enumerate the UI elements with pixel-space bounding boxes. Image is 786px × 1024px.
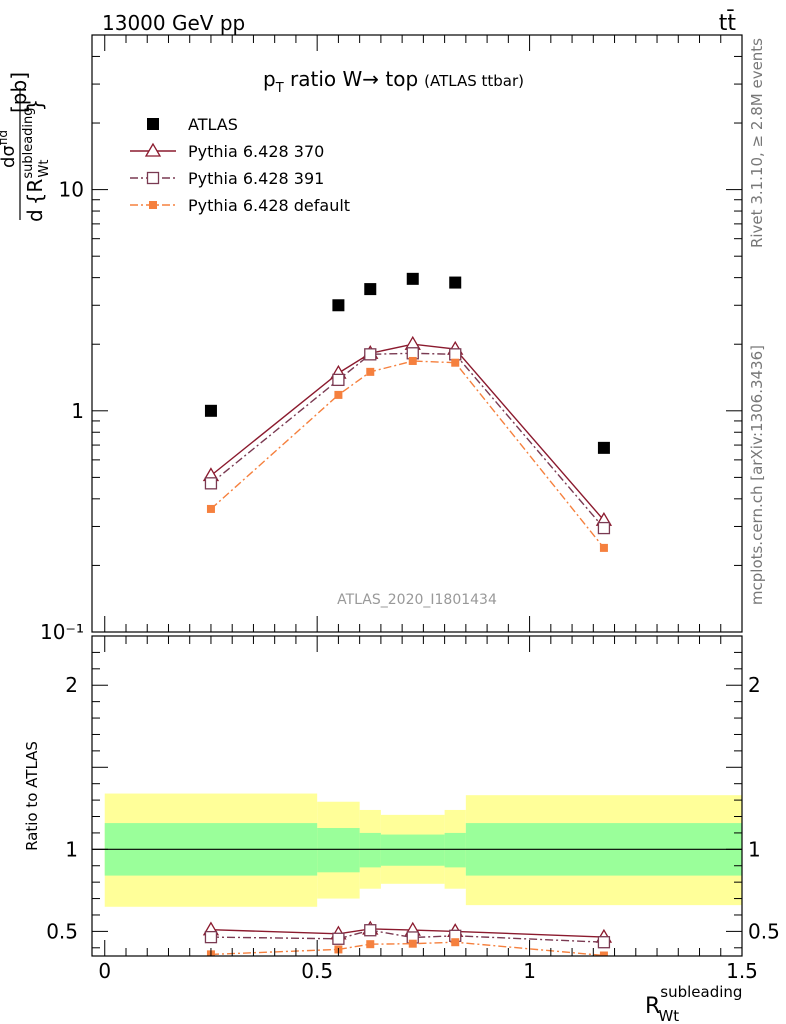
main-ylabel-bottom-R: {R bbox=[23, 179, 47, 206]
main-series-3-point-2 bbox=[366, 367, 375, 376]
main-ylabel-bottom-sup: subleading bbox=[21, 107, 36, 178]
process-label: tt̄ bbox=[719, 10, 737, 36]
ratio-ytick-label-right-2: 2 bbox=[748, 673, 761, 697]
main-ylabel-bottom-close: } bbox=[23, 99, 47, 112]
ratio-band-stat-4 bbox=[444, 832, 466, 868]
main-title-sub: T bbox=[275, 81, 284, 96]
rivet-label: Rivet 3.1.10, ≥ 2.8M events bbox=[748, 38, 766, 248]
legend-label-2: Pythia 6.428 391 bbox=[188, 169, 324, 188]
main-series-3-point-1 bbox=[334, 390, 343, 399]
main-ylabel-unit: [pb] bbox=[7, 72, 31, 113]
main-ylabel-top-dsigma: dσ bbox=[0, 145, 19, 168]
ratio-plot-area bbox=[92, 793, 742, 956]
ratio-series-2-point-2 bbox=[366, 940, 375, 949]
main-frame bbox=[91, 34, 743, 633]
main-series-2-line bbox=[210, 352, 605, 529]
ratio-ytick-label-left-0: 0.5 bbox=[46, 919, 78, 943]
ratio-band-stat-2 bbox=[359, 832, 381, 868]
xtick-label-0: 0 bbox=[98, 959, 111, 983]
legend-label-0: ATLAS bbox=[188, 115, 238, 134]
ratio-ytick-label-right-1: 1 bbox=[748, 837, 761, 861]
legend-marker-0 bbox=[147, 118, 159, 130]
ratio-ytick-label-right-0: 0.5 bbox=[748, 919, 780, 943]
ratio-ytick-label-left-1: 1 bbox=[65, 837, 78, 861]
energy-label: 13000 GeV pp bbox=[102, 11, 245, 35]
ratio-series-2-point-5 bbox=[599, 951, 608, 956]
legend-marker-1 bbox=[144, 142, 162, 157]
main-series-3-point-0 bbox=[206, 504, 215, 513]
main-series-3-point-4 bbox=[451, 358, 460, 367]
main-ylabel-bottom-sub: Wt bbox=[37, 160, 52, 178]
main-series-0-point-0 bbox=[204, 404, 217, 417]
main-panel: 10⁻¹ 1 10 pT ratio W→ top (ATLAS ttbar) ATL… bbox=[0, 34, 743, 644]
main-ytick-label-2: 10 bbox=[59, 178, 84, 202]
main-series-0-point-1 bbox=[332, 299, 345, 312]
analysis-id: ATLAS_2020_I1801434 bbox=[337, 592, 497, 608]
ratio-series-1-point-1 bbox=[332, 932, 345, 945]
main-plot-area bbox=[202, 272, 613, 552]
main-series-2-point-2 bbox=[364, 348, 377, 361]
main-title-rest: ratio W→ top bbox=[284, 67, 419, 91]
legend-marker-3 bbox=[149, 201, 157, 209]
xlabel-sup: subleading bbox=[660, 983, 742, 1001]
ratio-series-1-point-2 bbox=[364, 924, 377, 937]
main-series-3-point-3 bbox=[408, 356, 417, 365]
main-series-2-point-1 bbox=[332, 373, 345, 387]
main-series-0-point-3 bbox=[406, 272, 419, 285]
xtick-label-1: 0.5 bbox=[301, 959, 333, 983]
legend: ATLAS Pythia 6.428 370 Pythia 6.428 391 Pyt… bbox=[130, 115, 350, 215]
legend-marker-2 bbox=[146, 171, 160, 185]
main-ylabel-bottom-d: d bbox=[23, 209, 47, 222]
main-series-3-point-5 bbox=[599, 543, 608, 552]
main-series-0-point-2 bbox=[364, 283, 377, 296]
xlabel-sub: Wt bbox=[658, 1007, 679, 1024]
xlabel-R: R bbox=[645, 994, 660, 1019]
ratio-series-1-point-5 bbox=[597, 936, 611, 949]
ratio-series-2-line bbox=[210, 941, 604, 956]
main-series-1-line bbox=[210, 343, 605, 521]
main-ytick-label-1: 1 bbox=[71, 399, 84, 423]
ratio-ticks: 0.5 0.5 1 1 2 2 0 0.5 1 1.5 bbox=[46, 636, 780, 983]
main-series-2-point-4 bbox=[449, 348, 462, 361]
ratio-series-2-point-4 bbox=[451, 938, 460, 947]
main-ytick-label-0: 10⁻¹ bbox=[40, 620, 84, 644]
main-title-small: (ATLAS ttbar) bbox=[424, 72, 524, 90]
ratio-ytick-label-left-2: 2 bbox=[65, 673, 78, 697]
xlabel: Rsubleading Wt bbox=[645, 983, 742, 1024]
ratio-series-1-line bbox=[210, 929, 604, 943]
main-series-3-line bbox=[210, 360, 605, 549]
main-title: pT ratio W→ top (ATLAS ttbar) bbox=[263, 67, 524, 96]
xtick-label-2: 1 bbox=[523, 959, 536, 983]
legend-label-3: Pythia 6.428 default bbox=[188, 196, 350, 215]
xtick-label-3: 1.5 bbox=[726, 959, 758, 983]
mcplots-label: mcplots.cern.ch [arXiv:1306.3436] bbox=[748, 345, 766, 605]
ratio-panel: 0.5 0.5 1 1 2 2 0 0.5 1 1.5 Ratio to ATLAS Rsuble… bbox=[23, 635, 780, 1024]
main-ylabel-top: dσfid bbox=[0, 130, 19, 168]
main-series-0-point-5 bbox=[597, 441, 610, 454]
ratio-frame bbox=[91, 635, 743, 957]
ratio-series-2-point-3 bbox=[408, 939, 417, 948]
main-series-2-point-5 bbox=[597, 521, 611, 535]
main-series-2-point-0 bbox=[204, 477, 218, 490]
ratio-band-stat-1 bbox=[317, 828, 360, 873]
main-ticks: 10⁻¹ 1 10 bbox=[40, 34, 743, 644]
ratio-series-0-line bbox=[210, 928, 604, 938]
ratio-ylabel: Ratio to ATLAS bbox=[23, 741, 41, 851]
main-series-0-point-4 bbox=[449, 276, 462, 289]
legend-label-1: Pythia 6.428 370 bbox=[188, 142, 324, 161]
ratio-band-stat-3 bbox=[380, 834, 445, 866]
ratio-series-1-point-0 bbox=[204, 930, 218, 944]
main-ylabel: [pb] dσfid d {RsubleadingWt} bbox=[0, 72, 52, 222]
main-ylabel-top-sup: fid bbox=[0, 130, 10, 145]
main-ylabel-bottom: d {RsubleadingWt} bbox=[21, 99, 52, 222]
main-title-p: p bbox=[263, 67, 276, 91]
